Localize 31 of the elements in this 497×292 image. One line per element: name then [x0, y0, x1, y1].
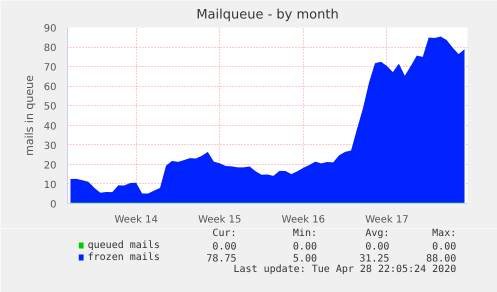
text: Avg: — [365, 228, 390, 239]
text: 0.00 — [432, 242, 456, 252]
text: 5.00 — [292, 254, 318, 264]
x-tick-label: Week 17 — [365, 214, 409, 226]
y-tick-label: 40 — [44, 121, 57, 132]
text: 31.25 — [359, 254, 390, 264]
legend-label: queued mails — [88, 240, 160, 251]
text: 0.00 — [365, 242, 390, 252]
y-tick-label: 20 — [44, 160, 57, 172]
text: Cur: — [212, 228, 237, 239]
y-axis-title: mails in queue — [22, 74, 36, 156]
text: Last update: Tue Apr 28 22:05:24 2020 — [233, 264, 456, 275]
text: 0.00 — [292, 242, 318, 252]
y-tick-label: 90 — [44, 24, 57, 34]
x-tick-label: Week 14 — [114, 214, 158, 226]
y-tick-label: 80 — [44, 43, 57, 54]
y-tick-label: 50 — [44, 102, 57, 113]
text: Min: — [292, 228, 318, 239]
text: 0.00 — [212, 242, 237, 252]
chart-title: Mailqueue - by month — [196, 8, 339, 22]
y-tick-label: 10 — [44, 180, 57, 191]
text: 88.00 — [426, 254, 456, 264]
y-tick-label: 70 — [44, 62, 57, 74]
text: Max: — [432, 228, 456, 239]
y-tick-label: 60 — [44, 82, 57, 94]
y-tick-label: 30 — [44, 140, 57, 152]
legend-label: frozen mails — [88, 252, 160, 263]
y-tick-label: 0 — [50, 200, 57, 210]
text: 78.75 — [206, 254, 237, 264]
x-tick-label: Week 15 — [198, 214, 242, 226]
x-tick-label: Week 16 — [282, 214, 325, 226]
